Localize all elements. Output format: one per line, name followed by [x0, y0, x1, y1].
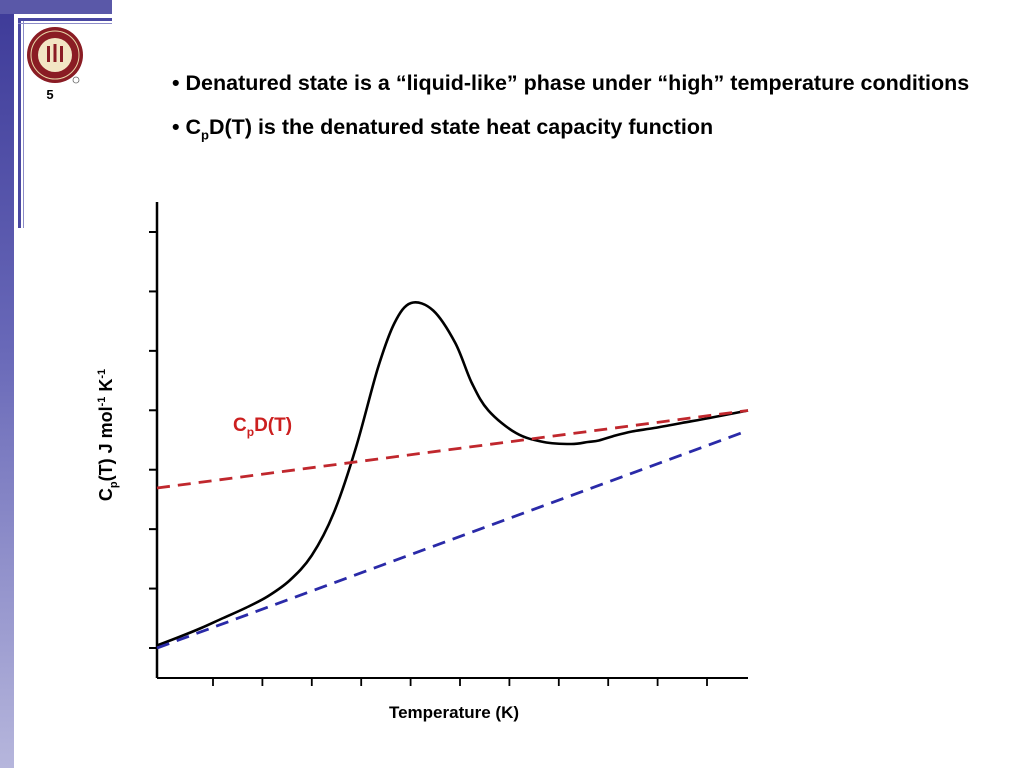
bullet-item: • Denatured state is a “liquid-like” pha…: [172, 68, 1002, 98]
chart-series: [156, 301, 749, 650]
left-accent-strip: [0, 0, 14, 768]
frame-rule: [23, 18, 24, 228]
bullet-text: Denatured state is a “liquid-like” phase…: [185, 71, 970, 95]
bullet-text: D(T) is the denatured state heat capacit…: [209, 115, 714, 139]
frame-rule: [18, 23, 112, 24]
y-axis-label: Cp(T) J mol-1 K-1: [96, 369, 120, 501]
chart-axes: [155, 202, 748, 679]
top-accent-bar: [0, 0, 112, 14]
native-baseline-line: [156, 429, 749, 650]
measured-cp-curve: [156, 301, 749, 647]
y-label-mid2: K: [96, 379, 116, 397]
bullet-symbol-subscript: p: [201, 127, 209, 143]
denatured-baseline-line: [156, 409, 749, 490]
frame-rule: [18, 18, 112, 21]
bullet-marker: •: [172, 71, 180, 95]
y-label-sub: p: [108, 481, 120, 488]
y-label-sup2: -1: [96, 369, 108, 379]
frame-rule: [18, 18, 21, 228]
x-axis-label: Temperature (K): [389, 703, 519, 722]
cpd-annotation: CpD(T): [233, 415, 292, 439]
bullet-symbol: C: [185, 115, 202, 139]
chart-ticks: [149, 231, 708, 686]
bullet-marker: •: [172, 115, 180, 139]
annotation-rest: D(T): [254, 415, 292, 436]
bullet-item: • CpD(T) is the denatured state heat cap…: [172, 112, 1002, 150]
slide-number: 5: [46, 87, 54, 102]
y-label-base: C: [96, 488, 116, 501]
y-label-sup1: -1: [96, 397, 108, 407]
annotation-sub: p: [247, 425, 254, 439]
university-seal-logo: [27, 27, 83, 84]
annotation-base: C: [233, 415, 247, 436]
y-label-mid: (T) J mol: [96, 406, 116, 481]
bullet-list: • Denatured state is a “liquid-like” pha…: [172, 68, 1002, 164]
